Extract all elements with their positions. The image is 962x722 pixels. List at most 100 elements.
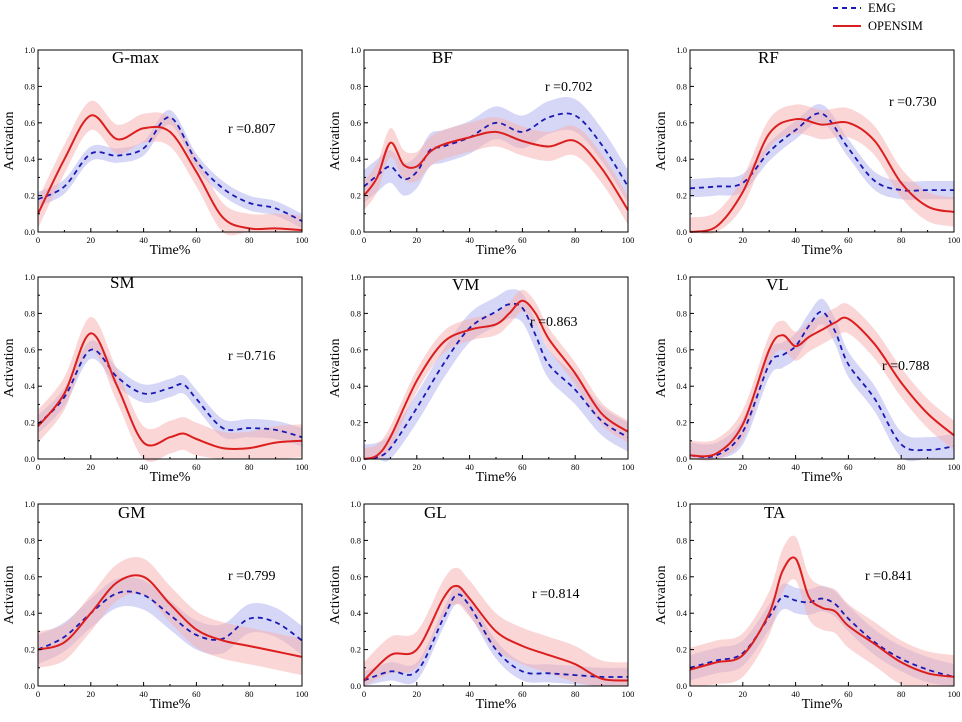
- x-tick-label: 80: [245, 462, 254, 472]
- emg-line: [37, 348, 303, 439]
- opensim-line: [363, 584, 629, 682]
- y-tick-label: 0.0: [676, 681, 687, 691]
- y-tick-label: 0.2: [676, 645, 687, 655]
- y-tick-label: 1.0: [24, 272, 35, 282]
- x-tick-label: 80: [897, 235, 906, 245]
- legend: EMG OPENSIM: [833, 1, 923, 33]
- panel-title: TA: [764, 503, 786, 522]
- x-tick-label: 80: [571, 689, 580, 699]
- emg-line: [689, 595, 955, 678]
- y-tick-label: 0.8: [676, 81, 687, 91]
- emg-line: [689, 310, 955, 459]
- x-tick-label: 20: [739, 689, 748, 699]
- opensim-line: [363, 299, 629, 460]
- y-tick-label: 1.0: [676, 499, 687, 509]
- panel-title: GL: [424, 503, 447, 522]
- y-tick-label: 0.4: [24, 154, 35, 164]
- correlation-label: r =0.716: [228, 349, 276, 364]
- x-axis-label: Time%: [802, 470, 843, 485]
- x-tick-label: 40: [139, 235, 148, 245]
- y-tick-label: 0.0: [24, 454, 35, 464]
- x-tick-label: 0: [688, 235, 692, 245]
- y-tick-label: 0.6: [350, 345, 361, 355]
- x-tick-label: 0: [688, 689, 692, 699]
- y-tick-label: 0.0: [676, 454, 687, 464]
- y-tick-label: 0.8: [350, 308, 361, 318]
- opensim-line: [363, 130, 629, 211]
- x-axis-label: Time%: [150, 697, 191, 712]
- y-tick-label: 0.8: [676, 535, 687, 545]
- correlation-label: r =0.799: [228, 569, 276, 584]
- x-tick-label: 0: [362, 462, 366, 472]
- y-tick-label: 0.6: [676, 118, 687, 128]
- y-tick-label: 1.0: [676, 45, 687, 55]
- x-tick-label: 0: [688, 462, 692, 472]
- opensim-line: [37, 574, 303, 658]
- y-tick-label: 0.8: [350, 535, 361, 545]
- x-tick-label: 100: [948, 689, 961, 699]
- y-axis-label: Activation: [2, 565, 17, 624]
- y-tick-label: 0.0: [350, 454, 361, 464]
- correlation-label: r =0.807: [228, 122, 276, 137]
- y-tick-label: 0.2: [350, 418, 361, 428]
- x-tick-label: 80: [245, 689, 254, 699]
- y-tick-label: 0.6: [24, 572, 35, 582]
- y-axis-label: Activation: [328, 111, 343, 170]
- x-tick-label: 0: [362, 235, 366, 245]
- panel-title: SM: [110, 273, 135, 292]
- y-tick-label: 0.2: [676, 418, 687, 428]
- x-tick-label: 100: [296, 689, 309, 699]
- correlation-label: r =0.841: [865, 569, 913, 584]
- opensim-band: [690, 104, 954, 234]
- y-tick-label: 0.4: [24, 608, 35, 618]
- y-tick-label: 0.2: [350, 191, 361, 201]
- y-axis-label: Activation: [328, 565, 343, 624]
- x-tick-label: 60: [844, 689, 853, 699]
- emg-band: [364, 96, 628, 203]
- correlation-label: r =0.863: [530, 315, 578, 330]
- x-tick-label: 60: [192, 462, 201, 472]
- y-axis-label: Activation: [654, 565, 669, 624]
- y-tick-label: 0.0: [350, 681, 361, 691]
- y-tick-label: 0.6: [350, 118, 361, 128]
- panel-sm: 0 20 40 60 80 100 0.0 0.2 0.4 0.6 0.8 1.0 Time% Activ…: [2, 272, 308, 485]
- y-tick-label: 0.6: [24, 345, 35, 355]
- x-tick-label: 60: [192, 689, 201, 699]
- panel-title: BF: [432, 48, 453, 67]
- x-tick-label: 20: [87, 235, 96, 245]
- x-tick-label: 0: [36, 462, 40, 472]
- y-tick-label: 0.8: [24, 81, 35, 91]
- y-tick-label: 0.0: [24, 681, 35, 691]
- opensim-line: [689, 117, 955, 233]
- panel-gm: 0 20 40 60 80 100 0.0 0.2 0.4 0.6 0.8 1.0 Time% Activ…: [2, 499, 308, 712]
- y-tick-label: 0.0: [350, 227, 361, 237]
- legend-opensim-label: OPENSIM: [868, 19, 923, 33]
- x-axis-label: Time%: [150, 470, 191, 485]
- y-tick-label: 1.0: [676, 272, 687, 282]
- x-tick-label: 0: [362, 689, 366, 699]
- panel-g-max: 0 20 40 60 80 100 0.0 0.2 0.4 0.6 0.8 1.0 Time% Activ…: [2, 45, 308, 258]
- y-axis-label: Activation: [2, 338, 17, 397]
- y-tick-label: 0.2: [24, 191, 35, 201]
- opensim-line: [689, 316, 955, 458]
- x-axis-label: Time%: [476, 470, 517, 485]
- emg-line: [363, 593, 629, 682]
- x-tick-label: 60: [192, 235, 201, 245]
- y-tick-label: 0.6: [350, 572, 361, 582]
- y-axis-label: Activation: [654, 338, 669, 397]
- opensim-line: [689, 556, 955, 678]
- y-tick-label: 0.0: [676, 227, 687, 237]
- panel-gl: 0 20 40 60 80 100 0.0 0.2 0.4 0.6 0.8 1.0 Time% Activ…: [328, 499, 634, 712]
- opensim-band: [38, 557, 302, 676]
- x-axis-label: Time%: [476, 697, 517, 712]
- y-axis-label: Activation: [2, 111, 17, 170]
- x-tick-label: 40: [465, 689, 474, 699]
- y-tick-label: 1.0: [350, 45, 361, 55]
- panel-bf: 0 20 40 60 80 100 0.0 0.2 0.4 0.6 0.8 1.0 Time% Activ…: [328, 45, 634, 258]
- panel-title: GM: [118, 503, 145, 522]
- x-tick-label: 20: [413, 462, 422, 472]
- y-tick-label: 0.4: [350, 381, 361, 391]
- y-axis-label: Activation: [328, 338, 343, 397]
- x-tick-label: 60: [518, 235, 527, 245]
